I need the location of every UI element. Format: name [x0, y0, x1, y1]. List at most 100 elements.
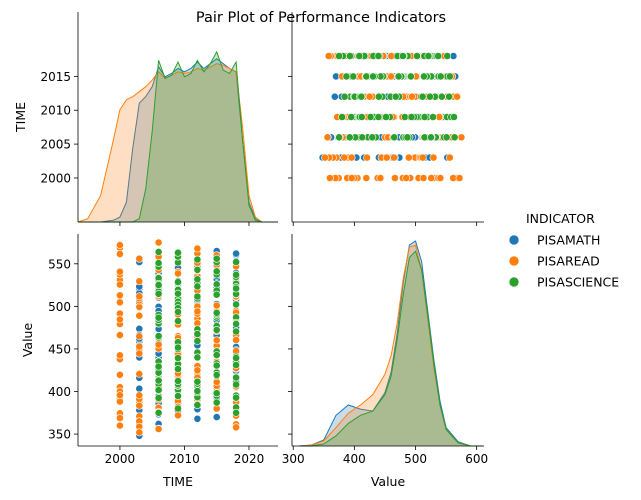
point-value-time-pisaread: [135, 401, 144, 410]
chart-legend: INDICATOR PISAMATH PISAREAD PISASCIENCE: [508, 211, 619, 290]
point-time-value-pisascience: [442, 133, 451, 142]
point-time-value-pisaread: [324, 52, 333, 60]
point-time-value-pisascience: [450, 133, 459, 142]
point-time-value-pisascience: [382, 113, 390, 121]
point-value-time-pisaread: [154, 425, 163, 433]
point-time-value-pisamath: [330, 92, 339, 101]
point-value-time-pisascience: [154, 386, 163, 394]
point-time-value-pisaread: [419, 174, 428, 182]
point-value-time-pisascience: [232, 373, 240, 382]
point-time-value-pisascience: [445, 92, 453, 101]
point-value-time-pisaread: [135, 369, 144, 378]
legend-marker-pisamath: [508, 234, 520, 246]
tick-label: 300: [282, 452, 305, 466]
tick-label: 600: [465, 452, 488, 466]
point-value-time-pisascience: [212, 370, 221, 379]
point-time-value-pisascience: [358, 133, 367, 142]
point-time-value-pisascience: [338, 113, 346, 121]
point-value-time-pisascience: [232, 408, 240, 417]
point-time-value-pisascience: [450, 113, 458, 121]
point-time-value-pisascience: [426, 133, 435, 142]
point-value-time-pisaread: [135, 428, 144, 437]
point-time-value-pisaread: [407, 92, 416, 101]
kde-fill-value-pisascience: [299, 251, 483, 446]
point-value-time-pisaread: [193, 307, 202, 316]
point-value-time-pisamath: [232, 249, 240, 258]
point-value-time-pisaread: [135, 342, 144, 351]
point-time-value-pisascience: [429, 113, 437, 121]
point-time-value-pisascience: [390, 133, 399, 142]
point-value-time-pisascience: [154, 362, 163, 371]
point-value-time-pisaread: [193, 244, 202, 253]
legend-label-pisaread: PISAREAD: [537, 254, 600, 269]
point-value-time-pisaread: [116, 391, 124, 400]
point-value-time-pisascience: [174, 278, 182, 286]
legend-title: INDICATOR: [526, 211, 595, 226]
point-time-value-pisascience: [424, 52, 433, 60]
point-value-time-pisascience: [193, 377, 202, 386]
point-time-value-pisascience: [345, 133, 354, 142]
tick-label: 2020: [234, 452, 265, 466]
point-value-time-pisaread: [135, 349, 144, 358]
kde-fill-value-pisaread: [299, 245, 483, 446]
kde-line-value-pisascience: [299, 250, 483, 447]
point-time-value-pisascience: [436, 72, 445, 81]
point-value-time-pisaread: [135, 391, 144, 400]
x-axis-label-value: Value: [371, 474, 406, 489]
point-value-time-pisascience: [154, 289, 163, 298]
point-value-time-pisascience: [174, 248, 182, 257]
point-value-time-pisascience: [232, 380, 240, 389]
point-value-time-pisascience: [212, 361, 221, 370]
point-time-value-pisascience: [406, 72, 415, 81]
point-time-value-pisaread: [365, 92, 374, 101]
legend-label-pisascience: PISASCIENCE: [537, 275, 619, 290]
point-time-value-pisascience: [357, 113, 366, 121]
point-time-value-pisaread: [340, 153, 349, 162]
point-value-time-pisaread: [116, 298, 124, 307]
point-value-time-pisascience: [212, 290, 221, 299]
point-time-value-pisascience: [418, 92, 427, 101]
point-time-value-pisascience: [400, 113, 409, 121]
point-time-value-pisascience: [437, 92, 446, 101]
tick-label: 500: [404, 452, 427, 466]
tick-label: 2015: [40, 70, 71, 84]
point-time-value-pisaread: [376, 174, 385, 182]
point-time-value-pisascience: [342, 72, 351, 81]
tick-label: 400: [48, 385, 71, 399]
tick-label: 450: [48, 342, 71, 356]
point-value-time-pisascience: [193, 387, 202, 395]
point-time-value-pisascience: [335, 52, 343, 60]
legend-marker-pisascience: [508, 276, 520, 288]
point-value-time-pisascience: [174, 377, 182, 385]
point-time-value-pisascience: [403, 133, 412, 142]
point-time-value-pisascience: [445, 72, 454, 81]
point-value-time-pisascience: [232, 284, 240, 293]
point-value-time-pisaread: [212, 336, 221, 345]
point-time-value-pisascience: [362, 72, 371, 81]
tick-label: 2000: [105, 452, 136, 466]
point-value-time-pisaread: [116, 291, 124, 300]
point-time-value-pisaread: [445, 153, 454, 162]
point-time-value-pisaread: [347, 174, 356, 182]
point-time-value-pisaread: [429, 153, 438, 162]
point-time-value-pisascience: [374, 92, 383, 101]
point-time-value-pisaread: [362, 174, 371, 182]
point-value-time-pisascience: [212, 267, 221, 276]
point-value-time-pisaread: [135, 254, 144, 263]
point-time-value-pisaread: [382, 153, 391, 162]
point-value-time-pisaread: [212, 301, 221, 310]
point-value-time-pisascience: [193, 353, 202, 362]
point-time-value-pisascience: [345, 52, 354, 60]
point-value-time-pisaread: [116, 414, 124, 422]
point-value-time-pisaread: [116, 370, 124, 379]
point-time-value-pisascience: [366, 113, 375, 121]
point-time-value-pisascience: [443, 52, 452, 60]
point-time-value-pisascience: [419, 72, 428, 81]
point-time-value-pisaread: [427, 174, 436, 182]
point-time-value-pisascience: [398, 52, 407, 60]
point-time-value-pisaread: [402, 174, 411, 182]
point-value-time-pisascience: [193, 265, 202, 274]
point-value-time-pisaread: [116, 267, 124, 276]
point-value-time-pisascience: [232, 270, 240, 279]
